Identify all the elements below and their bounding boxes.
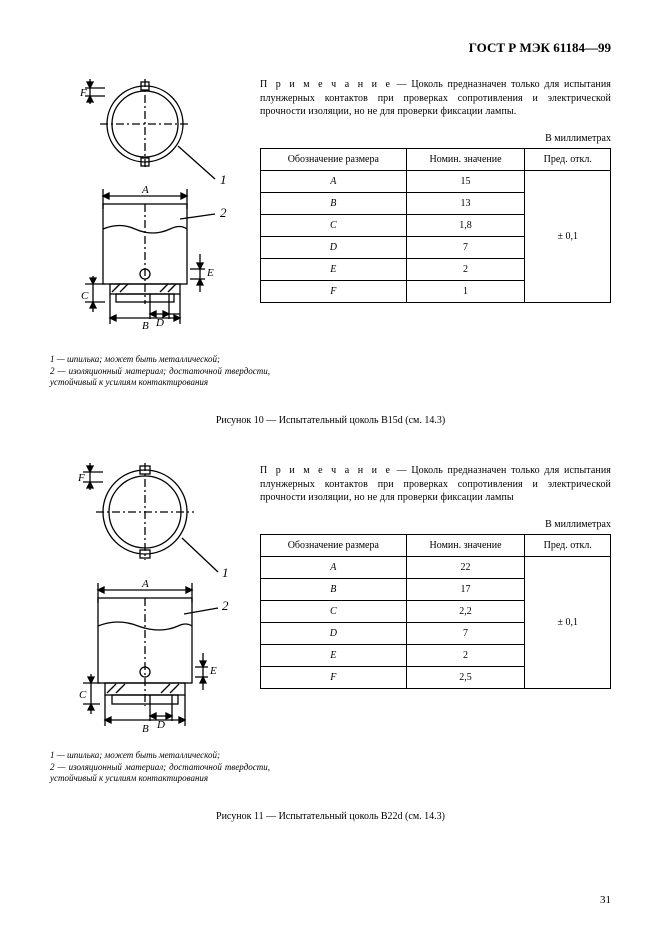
cell: 7 (406, 622, 525, 644)
note-prefix: П р и м е ч а н и е (260, 79, 392, 90)
diagram10-svg: F 1 (50, 74, 240, 344)
figure11-text-col: П р и м е ч а н и е — Цоколь предназначе… (260, 460, 611, 689)
label-2: 2 (222, 598, 229, 613)
label-F: F (79, 87, 87, 99)
diagram11-svg: F 1 (50, 460, 240, 740)
figure10-caption: Рисунок 10 — Испытательный цоколь B15d (… (50, 415, 611, 426)
col-header: Пред. откл. (525, 148, 611, 170)
label-2: 2 (220, 205, 227, 220)
figure11-note: П р и м е ч а н и е — Цоколь предназначе… (260, 464, 611, 505)
label-E: E (206, 267, 214, 279)
figure10-note: П р и м е ч а н и е — Цоколь предназначе… (260, 78, 611, 119)
label-1: 1 (220, 172, 227, 187)
label-A: A (141, 184, 149, 196)
label-D: D (155, 317, 164, 329)
cell: F (261, 666, 407, 688)
col-header: Пред. откл. (525, 534, 611, 556)
figure11-section: F 1 (50, 460, 611, 740)
figure11-caption: Рисунок 11 — Испытательный цоколь B22d (… (50, 811, 611, 822)
note-prefix: П р и м е ч а н и е (260, 465, 392, 476)
cell: 2 (406, 258, 525, 280)
legend-line: 1 — шпилька; может быть металлической; (50, 750, 220, 760)
cell: 1,8 (406, 214, 525, 236)
cell: D (261, 236, 407, 258)
cell-tol: ± 0,1 (525, 170, 611, 302)
label-1: 1 (222, 565, 229, 580)
col-header: Обозначение размера (261, 148, 407, 170)
figure10-units: В миллиметрах (260, 133, 611, 144)
cell: B (261, 192, 407, 214)
cell: 22 (406, 556, 525, 578)
figure11-legend: 1 — шпилька; может быть металлической; 2… (50, 750, 270, 785)
cell-tol: ± 0,1 (525, 556, 611, 688)
cell: A (261, 170, 407, 192)
cell: 7 (406, 236, 525, 258)
label-C: C (79, 689, 87, 701)
label-A: A (141, 578, 149, 590)
page: ГОСТ Р МЭК 61184—99 (0, 0, 661, 936)
figure11-units: В миллиметрах (260, 519, 611, 530)
cell: F (261, 280, 407, 302)
cell: A (261, 556, 407, 578)
figure10-section: F 1 (50, 74, 611, 344)
cell: D (261, 622, 407, 644)
cell: E (261, 258, 407, 280)
legend-line: 1 — шпилька; может быть металлической; (50, 354, 220, 364)
cell: 2,5 (406, 666, 525, 688)
figure10-legend: 1 — шпилька; может быть металлической; 2… (50, 354, 270, 389)
label-B: B (142, 723, 149, 735)
figure10-table: Обозначение размера Номин. значение Пред… (260, 148, 611, 303)
cell: 2,2 (406, 600, 525, 622)
page-number: 31 (600, 894, 611, 906)
cell: 15 (406, 170, 525, 192)
cell: C (261, 600, 407, 622)
cell: 1 (406, 280, 525, 302)
cell: 17 (406, 578, 525, 600)
figure10-diagram: F 1 (50, 74, 240, 344)
col-header: Номин. значение (406, 148, 525, 170)
col-header: Обозначение размера (261, 534, 407, 556)
cell: E (261, 644, 407, 666)
label-D: D (156, 719, 165, 731)
legend-line: 2 — изоляционный материал; достаточной т… (50, 366, 270, 388)
legend-line: 2 — изоляционный материал; достаточной т… (50, 762, 270, 784)
label-F: F (77, 472, 85, 484)
figure11-table: Обозначение размера Номин. значение Пред… (260, 534, 611, 689)
figure10-text-col: П р и м е ч а н и е — Цоколь предназначе… (260, 74, 611, 303)
cell: 2 (406, 644, 525, 666)
cell: B (261, 578, 407, 600)
label-E: E (209, 665, 217, 677)
col-header: Номин. значение (406, 534, 525, 556)
cell: 13 (406, 192, 525, 214)
label-C: C (81, 290, 89, 302)
label-B: B (142, 320, 149, 332)
cell: C (261, 214, 407, 236)
figure11-diagram: F 1 (50, 460, 240, 740)
document-header: ГОСТ Р МЭК 61184—99 (50, 40, 611, 56)
